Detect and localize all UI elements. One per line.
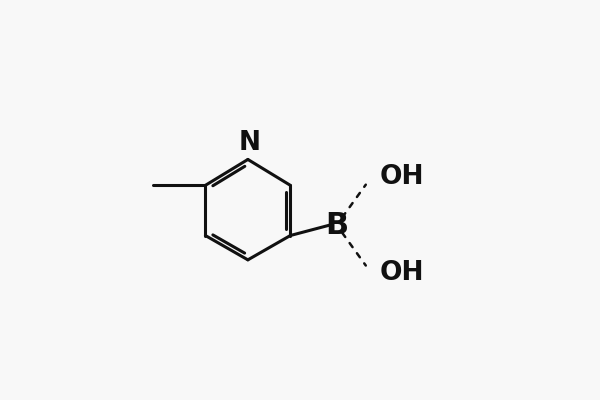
Text: OH: OH [380,164,424,190]
Text: N: N [239,130,261,156]
Text: B: B [325,210,348,240]
Text: OH: OH [380,260,424,286]
